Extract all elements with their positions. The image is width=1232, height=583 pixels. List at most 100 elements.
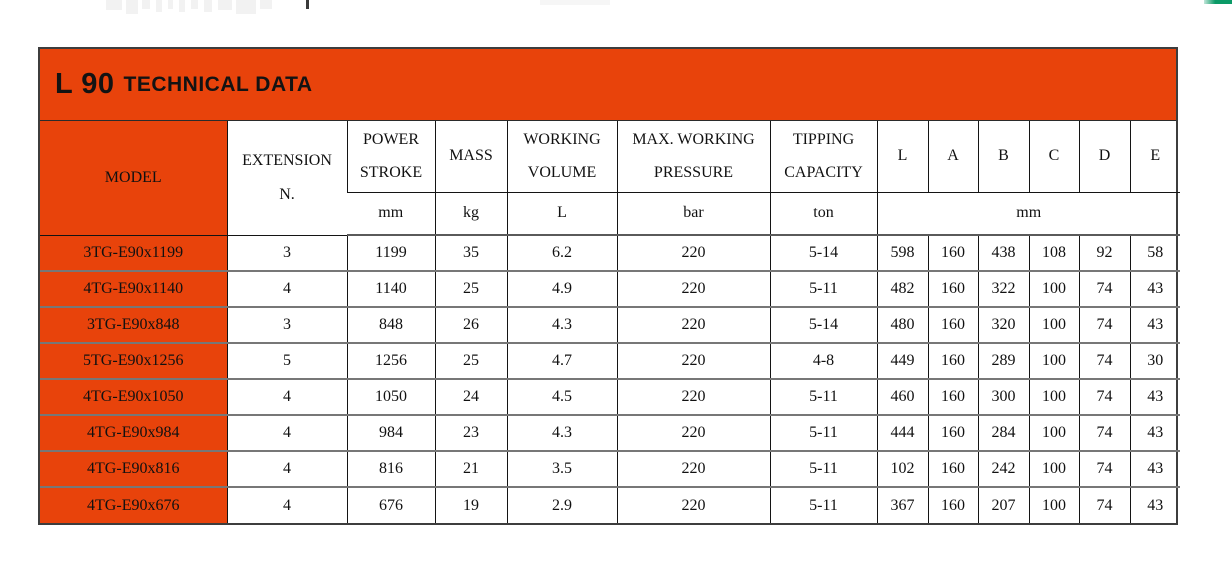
extension-cell: 4	[226, 487, 347, 523]
col-header-tipping-capacity: TIPPING CAPACITY	[769, 121, 877, 193]
max-working-pressure-cell: 220	[616, 235, 770, 272]
dim-e-cell: 58	[1129, 235, 1180, 272]
working-volume-cell: 4.5	[506, 379, 617, 416]
dim-l-cell: 480	[876, 307, 928, 344]
col-header-dim-l: L	[876, 121, 928, 193]
extension-cell: 4	[226, 271, 347, 308]
dim-l-cell: 449	[876, 343, 928, 380]
dim-a-cell: 160	[927, 343, 978, 380]
dim-b-cell: 284	[977, 415, 1029, 452]
col-header-tipping-line2: CAPACITY	[784, 164, 863, 182]
model-cell: 3TG-E90x1199	[40, 235, 227, 272]
max-working-pressure-cell: 220	[616, 307, 770, 344]
table-row: 4TG-E90x676 4 676 19 2.9 220 5-11 367 16…	[40, 487, 1180, 523]
col-header-extension-line2: N.	[279, 185, 295, 203]
dim-b-cell: 207	[977, 487, 1029, 523]
dim-d-cell: 74	[1078, 343, 1130, 380]
table-row: 4TG-E90x984 4 984 23 4.3 220 5-11 444 16…	[40, 415, 1180, 452]
dim-a-cell: 160	[927, 415, 978, 452]
dim-b-cell: 320	[977, 307, 1029, 344]
power-stroke-cell: 848	[346, 307, 435, 344]
table-title-band: L 90 TECHNICAL DATA	[40, 49, 1176, 121]
mass-cell: 25	[434, 343, 507, 380]
dim-e-cell: 43	[1129, 415, 1180, 452]
dim-b-cell: 322	[977, 271, 1029, 308]
dim-a-cell: 160	[927, 271, 978, 308]
tipping-capacity-cell: 4-8	[769, 343, 877, 380]
extension-cell: 4	[226, 451, 347, 488]
watermark-fragment	[191, 0, 198, 9]
mass-cell: 35	[434, 235, 507, 272]
dim-a-cell: 160	[927, 379, 978, 416]
working-volume-cell: 4.3	[506, 307, 617, 344]
dim-b-cell: 289	[977, 343, 1029, 380]
tipping-capacity-cell: 5-14	[769, 235, 877, 272]
dim-c-cell: 100	[1028, 307, 1079, 344]
max-working-pressure-cell: 220	[616, 379, 770, 416]
dim-d-cell: 74	[1078, 379, 1130, 416]
dim-a-cell: 160	[927, 235, 978, 272]
dim-e-cell: 43	[1129, 307, 1180, 344]
table-title-label: TECHNICAL DATA	[123, 72, 313, 96]
mass-cell: 23	[434, 415, 507, 452]
col-header-tipping-line1: TIPPING	[792, 130, 855, 148]
mass-cell: 19	[434, 487, 507, 523]
model-cell: 4TG-E90x1140	[40, 271, 227, 308]
power-stroke-cell: 1256	[346, 343, 435, 380]
col-header-dim-c: C	[1028, 121, 1079, 193]
model-cell: 4TG-E90x1050	[40, 379, 227, 416]
tipping-capacity-cell: 5-11	[769, 271, 877, 308]
power-stroke-cell: 984	[346, 415, 435, 452]
watermark-fragment	[156, 0, 162, 12]
table-row: 3TG-E90x1199 3 1199 35 6.2 220 5-14 598 …	[40, 235, 1180, 272]
technical-data-sheet: L 90 TECHNICAL DATA MODEL EXTENSION N. P…	[38, 47, 1180, 525]
technical-data-table: MODEL EXTENSION N. POWER STROKE MASS WOR…	[40, 121, 1180, 523]
table-body: 3TG-E90x1199 3 1199 35 6.2 220 5-14 598 …	[40, 235, 1180, 523]
unit-dimensions: mm	[876, 192, 1180, 236]
col-header-power-line2: STROKE	[359, 164, 423, 182]
power-stroke-cell: 816	[346, 451, 435, 488]
model-cell: 4TG-E90x676	[40, 487, 227, 523]
dim-l-cell: 598	[876, 235, 928, 272]
working-volume-cell: 4.7	[506, 343, 617, 380]
extension-cell: 3	[226, 235, 347, 272]
dim-l-cell: 102	[876, 451, 928, 488]
dim-a-cell: 160	[927, 307, 978, 344]
power-stroke-cell: 1050	[346, 379, 435, 416]
dim-d-cell: 74	[1078, 307, 1130, 344]
dim-d-cell: 74	[1078, 271, 1130, 308]
watermark-fragment	[168, 0, 173, 9]
dim-d-cell: 74	[1078, 415, 1130, 452]
watermark-fragment	[236, 0, 256, 14]
col-header-extension-line1: EXTENSION	[242, 152, 332, 170]
watermark-fragment	[204, 0, 212, 12]
dim-e-cell: 43	[1129, 451, 1180, 488]
dim-c-cell: 100	[1028, 451, 1079, 488]
watermark-fragment	[260, 0, 272, 9]
working-volume-cell: 2.9	[506, 487, 617, 523]
max-working-pressure-cell: 220	[616, 487, 770, 523]
dim-b-cell: 242	[977, 451, 1029, 488]
col-header-max-working-pressure: MAX. WORKING PRESSURE	[616, 121, 770, 193]
power-stroke-cell: 676	[346, 487, 435, 523]
mass-cell: 25	[434, 271, 507, 308]
dim-e-cell: 43	[1129, 487, 1180, 523]
max-working-pressure-cell: 220	[616, 271, 770, 308]
col-header-model: MODEL	[40, 121, 227, 236]
dim-c-cell: 100	[1028, 379, 1079, 416]
dim-l-cell: 444	[876, 415, 928, 452]
model-cell: 4TG-E90x984	[40, 415, 227, 452]
dim-b-cell: 438	[977, 235, 1029, 272]
dim-e-cell: 30	[1129, 343, 1180, 380]
col-header-dim-e: E	[1129, 121, 1180, 193]
dim-c-cell: 100	[1028, 487, 1079, 523]
max-working-pressure-cell: 220	[616, 415, 770, 452]
dim-l-cell: 367	[876, 487, 928, 523]
table-row: 4TG-E90x816 4 816 21 3.5 220 5-11 102 16…	[40, 451, 1180, 488]
col-header-power-line1: POWER	[363, 130, 419, 148]
working-volume-cell: 6.2	[506, 235, 617, 272]
dim-c-cell: 100	[1028, 271, 1079, 308]
col-header-dim-a: A	[927, 121, 978, 193]
table-row: 4TG-E90x1140 4 1140 25 4.9 220 5-11 482 …	[40, 271, 1180, 308]
max-working-pressure-cell: 220	[616, 343, 770, 380]
